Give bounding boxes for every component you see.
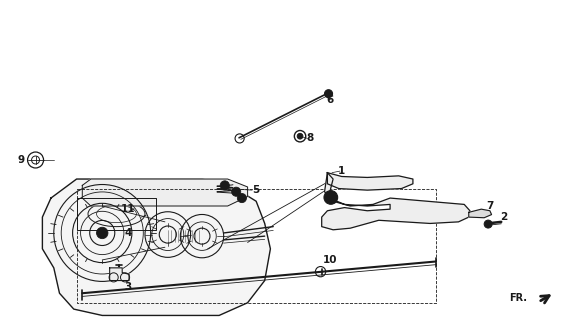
Text: 5: 5: [252, 185, 260, 195]
Text: 3: 3: [124, 282, 132, 292]
Polygon shape: [327, 173, 413, 190]
Text: 2: 2: [500, 212, 508, 222]
Text: 11: 11: [121, 204, 135, 214]
Text: 7: 7: [486, 201, 493, 211]
Text: 8: 8: [306, 133, 314, 143]
Circle shape: [232, 187, 241, 196]
Polygon shape: [110, 268, 129, 281]
Polygon shape: [82, 179, 248, 206]
Polygon shape: [321, 173, 470, 230]
Circle shape: [297, 133, 303, 139]
Circle shape: [484, 220, 492, 228]
Circle shape: [237, 194, 247, 203]
Text: 10: 10: [323, 255, 338, 265]
Circle shape: [324, 191, 338, 204]
Polygon shape: [43, 179, 270, 316]
Text: 6: 6: [327, 95, 334, 105]
Text: 9: 9: [18, 155, 25, 165]
Text: FR.: FR.: [509, 293, 527, 303]
Circle shape: [324, 90, 332, 98]
Text: 1: 1: [338, 166, 345, 176]
Polygon shape: [469, 209, 492, 218]
Text: 4: 4: [124, 228, 132, 238]
Circle shape: [97, 227, 108, 239]
Circle shape: [220, 181, 229, 190]
